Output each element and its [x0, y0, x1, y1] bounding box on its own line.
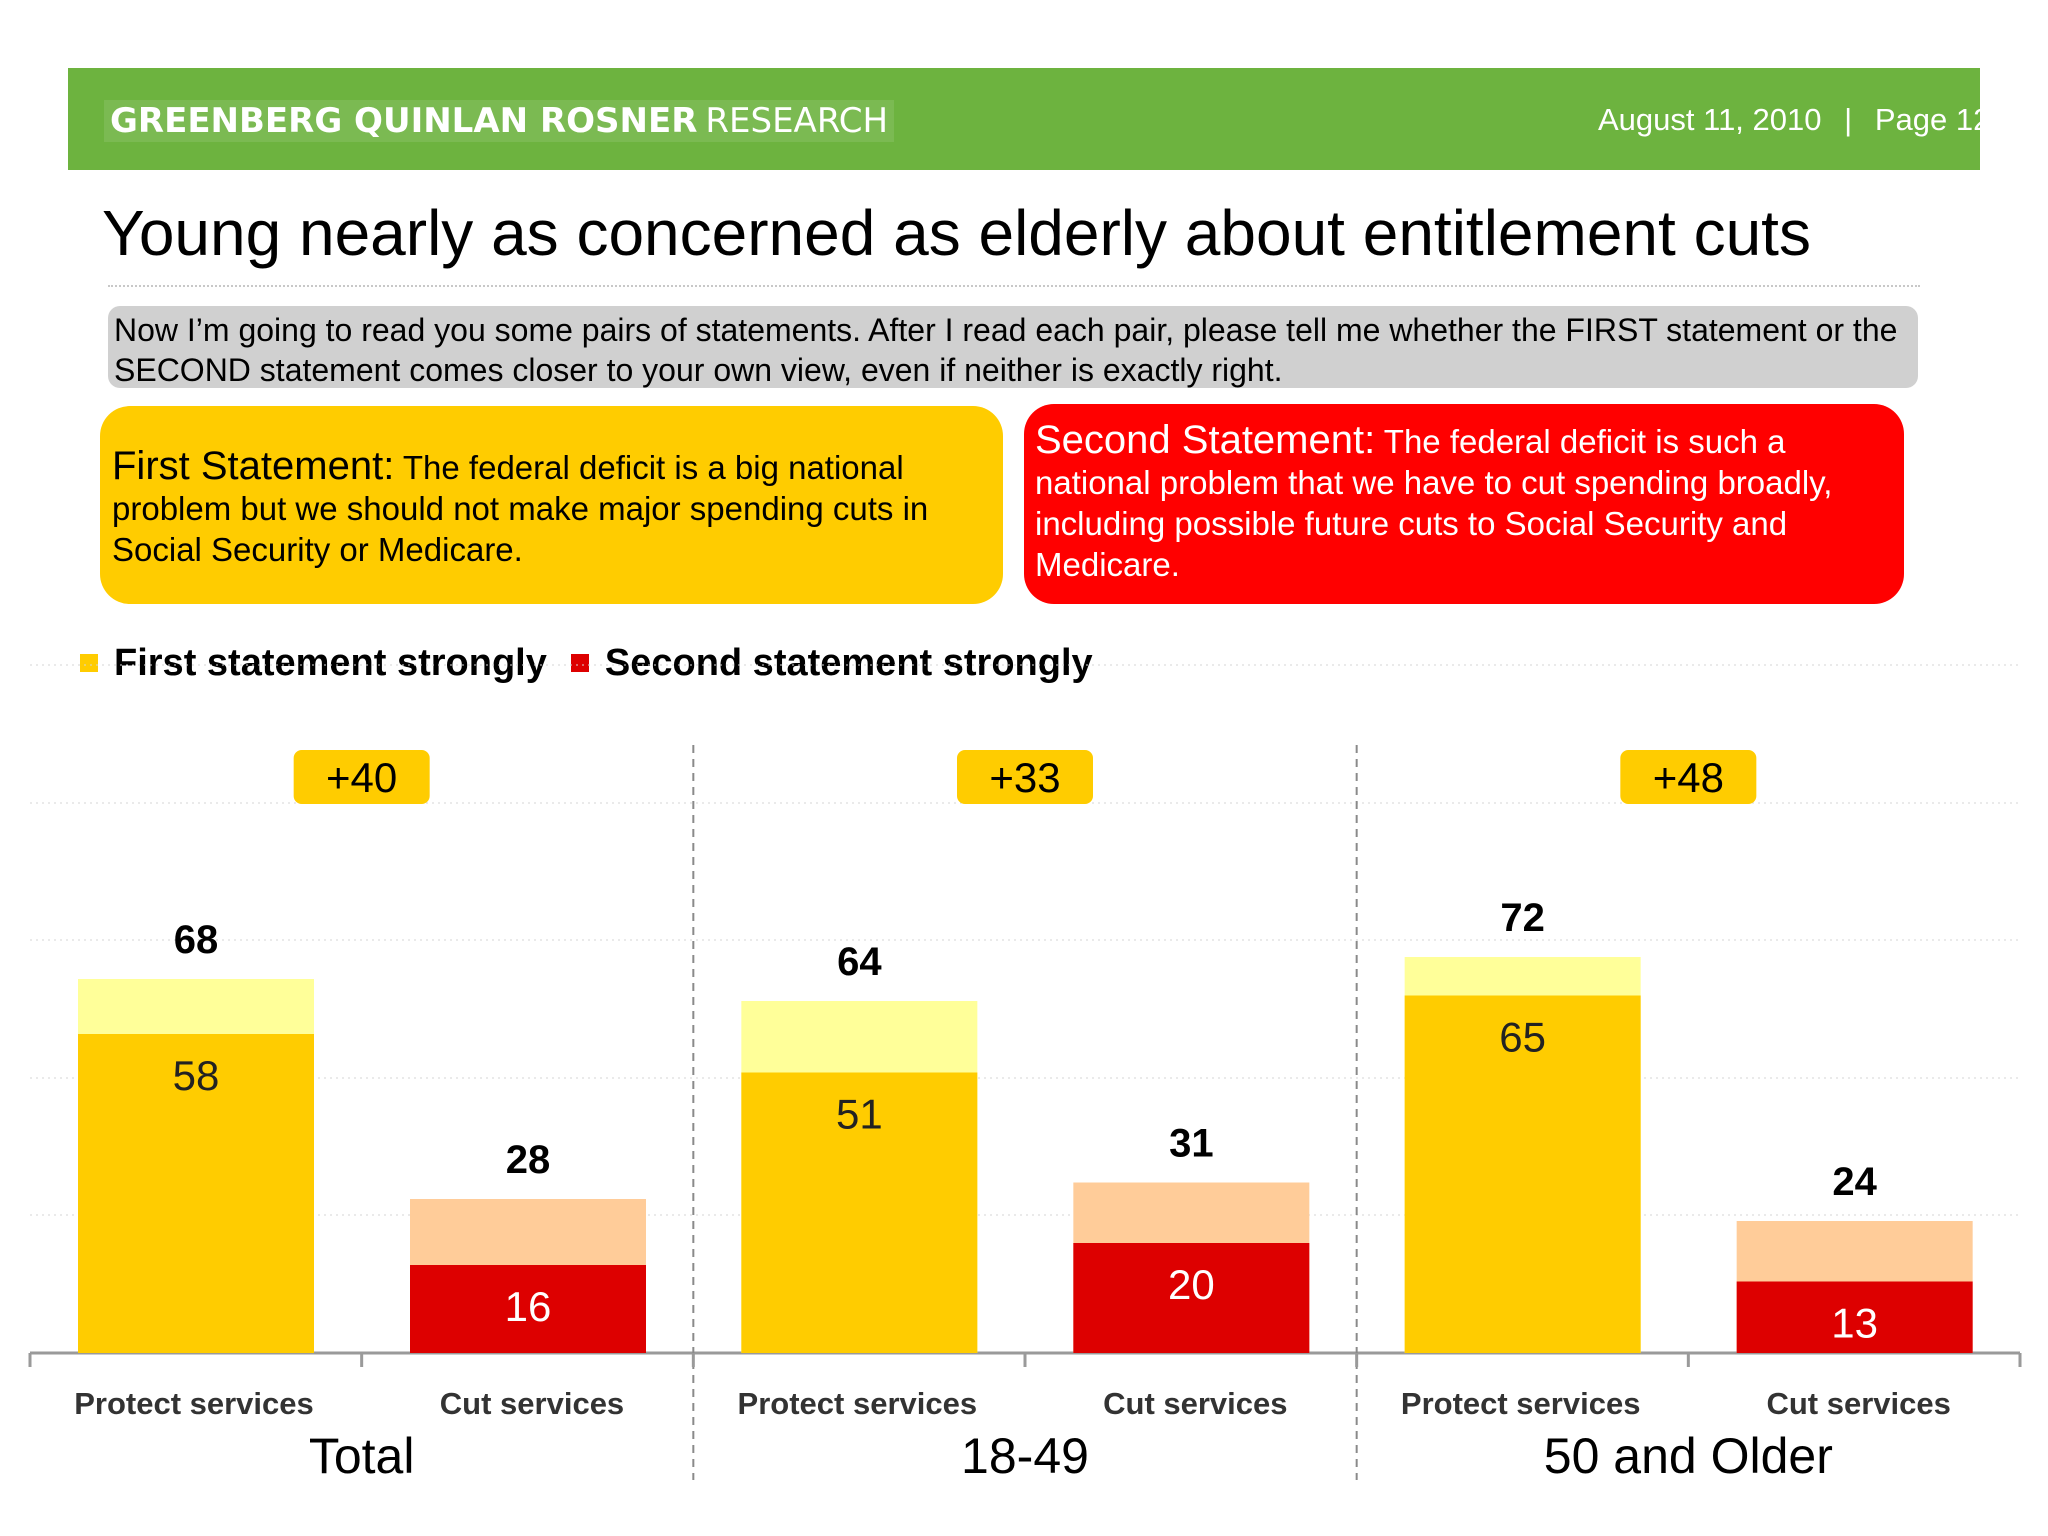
total-value-label: 28	[506, 1138, 551, 1182]
strong-value-label: 13	[1831, 1300, 1878, 1347]
header-page: Page 12	[1874, 102, 1980, 137]
strong-value-label: 16	[505, 1283, 552, 1330]
header-bar: GREENBERG QUINLAN ROSNER RESEARCH August…	[68, 68, 1980, 170]
total-value-label: 68	[174, 918, 219, 962]
category-label: Protect services	[74, 1386, 314, 1421]
first-statement-text: The federal deficit is a big national pr…	[112, 449, 929, 568]
strong-value-label: 65	[1499, 1014, 1546, 1061]
first-statement-box: First Statement: The federal deficit is …	[100, 406, 1003, 604]
bar-strong-protect	[78, 1034, 314, 1353]
total-value-label: 72	[1500, 896, 1545, 940]
category-label: Protect services	[1401, 1386, 1641, 1421]
net-badge	[957, 750, 1093, 804]
group-label: 50 and Older	[1544, 1428, 1833, 1484]
category-label: Protect services	[738, 1386, 978, 1421]
legend-label-first: First statement strongly	[114, 641, 547, 684]
bar-strong-cut	[410, 1265, 646, 1353]
question-text: Now I’m going to read you some pairs of …	[108, 306, 1918, 388]
brand-research: RESEARCH	[705, 101, 889, 141]
bar-strong-cut	[1073, 1243, 1310, 1353]
category-label: Cut services	[1766, 1386, 1950, 1421]
net-badge-label: +48	[1653, 754, 1724, 801]
legend-swatch-second	[570, 654, 589, 672]
category-label: Cut services	[440, 1386, 624, 1421]
header-separator: |	[1844, 102, 1853, 137]
strong-value-label: 58	[173, 1052, 220, 1099]
total-value-label: 24	[1832, 1160, 1877, 1204]
net-badge-label: +40	[326, 754, 397, 801]
second-statement-heading: Second Statement:	[1035, 418, 1376, 462]
title-divider	[108, 285, 1920, 287]
net-badge	[1620, 750, 1757, 804]
legend-label-second: Second statement strongly	[604, 641, 1093, 684]
legend-swatch-first	[80, 654, 98, 672]
bar-strong-protect	[1404, 995, 1641, 1353]
first-statement-heading: First Statement:	[112, 444, 395, 488]
net-badge-label: +33	[989, 754, 1060, 801]
chart-legend: First statement strongly Second statemen…	[80, 640, 1117, 686]
brand-name: GREENBERG QUINLAN ROSNER	[110, 101, 698, 141]
total-value-label: 31	[1169, 1122, 1214, 1166]
group-label: 18-49	[961, 1428, 1089, 1484]
strong-value-label: 20	[1168, 1261, 1215, 1308]
brand-logo: GREENBERG QUINLAN ROSNER RESEARCH	[104, 100, 895, 142]
second-statement-text: The federal deficit is such a national p…	[1035, 423, 1833, 583]
header-meta: August 11, 2010 | Page 12	[1598, 102, 1980, 138]
category-label: Cut services	[1103, 1386, 1287, 1421]
net-badge	[293, 750, 430, 804]
second-statement-box: Second Statement: The federal deficit is…	[1024, 404, 1904, 604]
group-label: Total	[309, 1428, 415, 1484]
page-title: Young nearly as concerned as elderly abo…	[102, 197, 1811, 269]
bar-strong-cut	[1736, 1281, 1973, 1353]
strong-value-label: 51	[836, 1091, 883, 1138]
header-date: August 11, 2010	[1598, 102, 1822, 137]
legend-item-first: First statement strongly	[80, 642, 547, 685]
total-value-label: 64	[837, 940, 882, 984]
legend-item-second: Second statement strongly	[570, 641, 1093, 685]
bar-strong-protect	[741, 1072, 978, 1353]
